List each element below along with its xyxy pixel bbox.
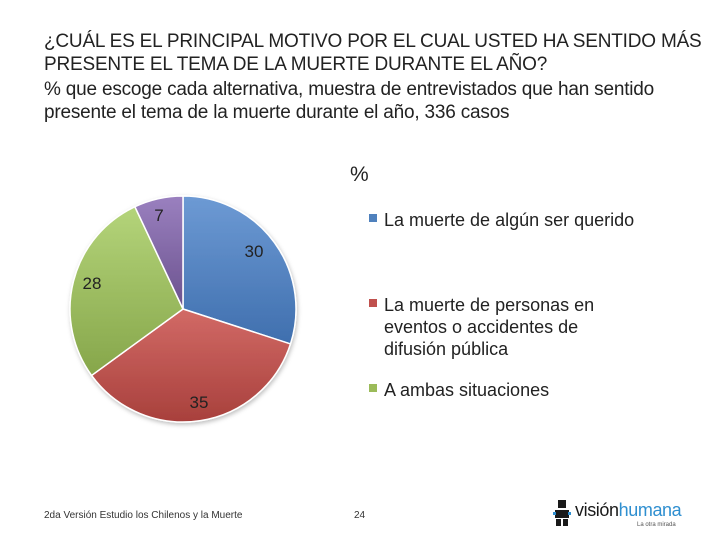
- person-figure-icon: [553, 500, 571, 526]
- page-number: 24: [354, 510, 366, 521]
- pie-slice: [182, 195, 297, 345]
- legend-label: La muerte de algún ser querido: [384, 210, 634, 230]
- logo-wordmark-part1: visión: [575, 500, 619, 520]
- legend-swatch: [369, 384, 377, 392]
- legend-item: A ambas situaciones: [369, 380, 549, 400]
- footer-study-name: 2da Versión Estudio los Chilenos y la Mu…: [44, 510, 243, 521]
- chart-title: %: [350, 163, 369, 186]
- pie-slice: [133, 195, 184, 310]
- legend-label: La muerte de personas en: [384, 295, 594, 315]
- legend-swatch: [369, 299, 377, 307]
- logo-wordmark: visiónhumana: [575, 500, 682, 521]
- visionhumana-logo: visiónhumana La otra mirada: [553, 498, 693, 530]
- page-title: ¿CUÁL ES EL PRINCIPAL MOTIVO POR EL CUAL…: [44, 31, 702, 75]
- page-subtitle: % que escoge cada alternativa, muestra d…: [44, 79, 655, 123]
- slice-data-label: 28: [83, 274, 102, 293]
- legend-swatch: [369, 214, 377, 222]
- logo-wordmark-part2: humana: [618, 500, 682, 520]
- legend-label: eventos o accidentes de: [384, 317, 578, 337]
- slice-data-label: 30: [245, 242, 264, 261]
- legend-label: A ambas situaciones: [384, 380, 549, 400]
- logo-tagline: La otra mirada: [637, 522, 676, 528]
- slice-data-label: 7: [154, 206, 163, 225]
- pie-slice: [69, 205, 184, 377]
- slice-data-label: 35: [190, 393, 209, 412]
- legend-label: difusión pública: [384, 339, 509, 359]
- legend-item: La muerte de algún ser querido: [369, 210, 634, 230]
- pie-slice: [90, 308, 292, 423]
